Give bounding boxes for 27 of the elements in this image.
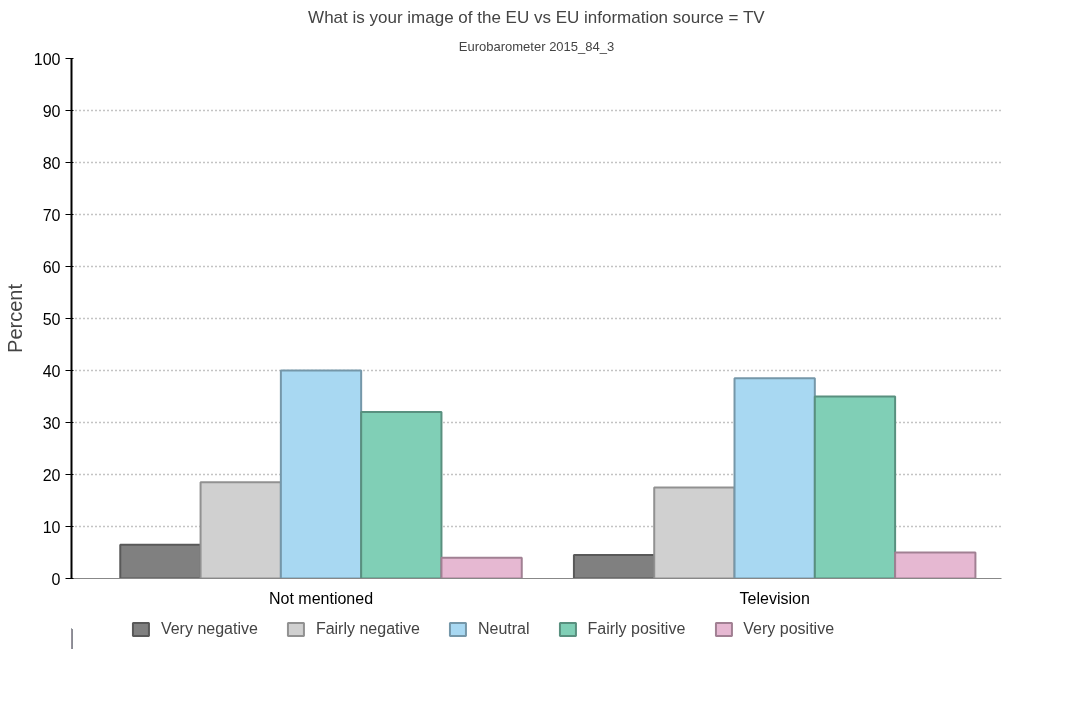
x-tick-label: Television <box>739 589 810 607</box>
bar <box>360 411 443 579</box>
bar <box>279 369 363 579</box>
chart-title: What is your image of the EU vs EU information source = TV <box>308 7 766 27</box>
legend-label: Neutral <box>477 620 530 638</box>
y-tick-label: 20 <box>42 466 61 484</box>
y-tick-label: 100 <box>33 50 61 68</box>
y-tick-label: 50 <box>42 310 61 328</box>
y-axis-title: Percent <box>3 283 26 353</box>
bar <box>894 551 977 579</box>
y-tick-label: 60 <box>42 258 61 276</box>
y-tick-label: 30 <box>42 414 61 432</box>
y-tick-label: 0 <box>51 570 61 588</box>
y-tick-label: 70 <box>42 206 61 224</box>
legend-label: Fairly positive <box>587 620 686 638</box>
bar <box>440 556 523 579</box>
bar <box>733 377 816 579</box>
legend-label: Very positive <box>743 620 835 638</box>
legend-label: Very negative <box>160 620 258 638</box>
legend-label: Fairly negative <box>315 620 420 638</box>
y-tick-label: 40 <box>42 362 61 380</box>
y-tick-label: 80 <box>42 154 61 172</box>
y-tick-label: 90 <box>42 102 61 120</box>
chart-subtitle: Eurobarometer 2015_84_3 <box>458 38 615 54</box>
bar <box>813 395 897 579</box>
y-tick-label: 10 <box>42 518 61 536</box>
x-tick-label: Not mentioned <box>268 589 374 607</box>
